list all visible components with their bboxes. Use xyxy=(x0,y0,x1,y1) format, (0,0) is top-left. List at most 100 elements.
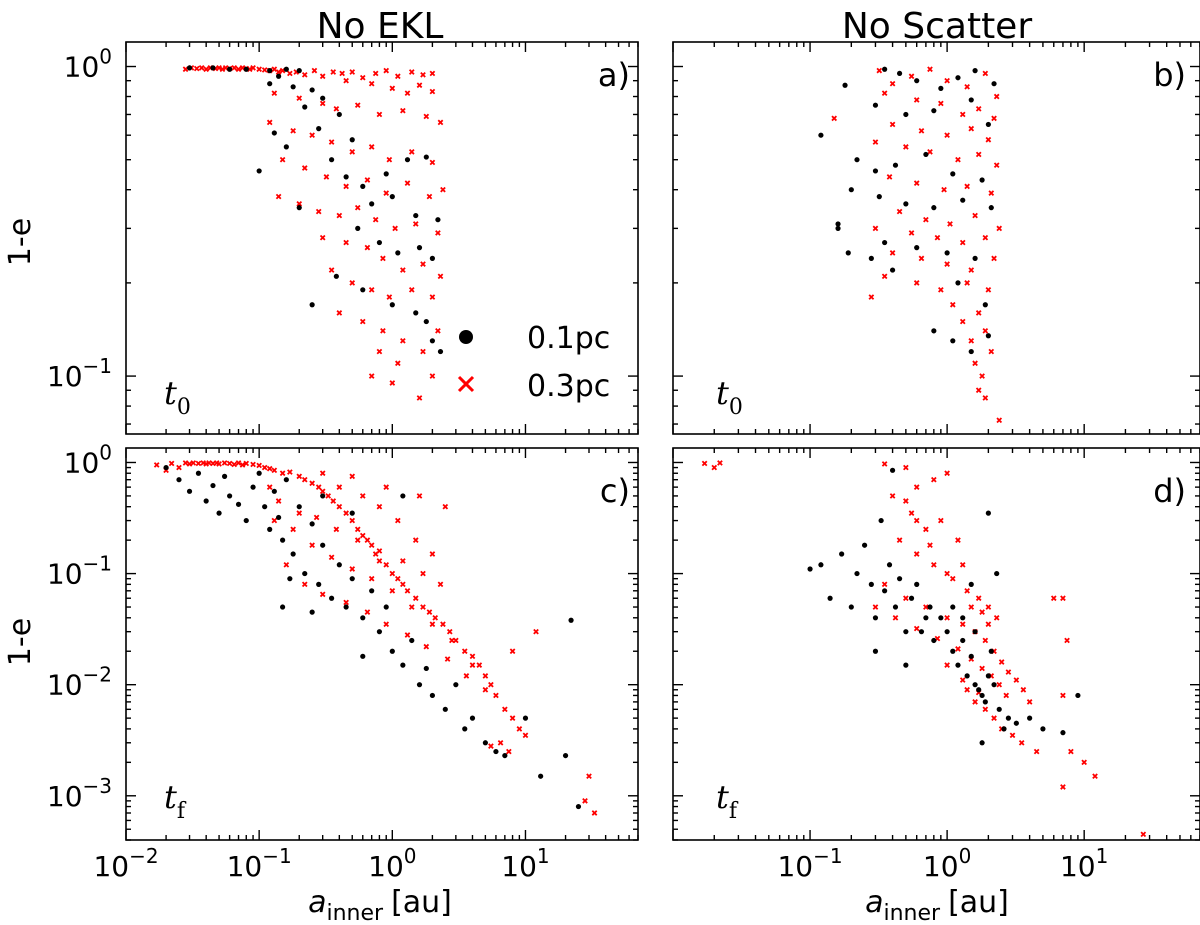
data-point-0.1pc xyxy=(267,81,273,87)
panel-a-time-label: t0 xyxy=(164,374,191,420)
data-point-0.1pc xyxy=(892,162,899,168)
panel-d-frame xyxy=(672,447,1200,841)
data-point-0.3pc xyxy=(256,462,262,469)
data-point-0.1pc xyxy=(423,318,429,325)
data-point-0.3pc xyxy=(831,115,838,122)
data-point-0.3pc xyxy=(437,273,444,280)
data-point-0.1pc xyxy=(878,517,884,524)
data-point-0.3pc xyxy=(1005,669,1012,675)
data-point-0.1pc xyxy=(429,338,435,344)
data-point-0.1pc xyxy=(848,187,854,193)
tick-exponent: −2 xyxy=(83,663,112,687)
data-point-0.3pc xyxy=(941,186,947,193)
data-point-0.1pc xyxy=(854,157,860,163)
data-point-0.3pc xyxy=(432,614,439,621)
tick-base: 10 xyxy=(368,850,404,883)
data-point-0.3pc xyxy=(359,318,366,325)
data-point-0.3pc xyxy=(913,97,920,103)
data-point-0.3pc xyxy=(198,65,205,71)
data-point-0.3pc xyxy=(892,614,899,621)
data-point-0.3pc xyxy=(947,221,953,227)
data-point-0.3pc xyxy=(918,127,925,134)
data-point-0.3pc xyxy=(876,67,883,74)
data-point-0.3pc xyxy=(368,80,375,87)
data-point-0.3pc xyxy=(311,67,318,74)
tick-exponent: 0 xyxy=(99,45,112,69)
data-point-0.3pc xyxy=(290,127,296,134)
data-point-0.3pc xyxy=(955,156,961,163)
data-point-0.1pc xyxy=(302,570,308,577)
data-point-0.3pc xyxy=(319,234,326,241)
data-point-0.1pc xyxy=(944,250,950,256)
data-point-0.1pc xyxy=(163,464,169,471)
panel-a-time-base: t xyxy=(164,374,177,412)
data-point-0.3pc xyxy=(903,595,909,602)
data-point-0.3pc xyxy=(429,70,436,77)
data-point-0.1pc xyxy=(329,157,335,163)
data-point-0.3pc xyxy=(404,632,411,638)
panel-d-tick-labels: 10−1 100 101 xyxy=(777,844,1108,883)
data-point-0.3pc xyxy=(420,71,426,78)
data-point-0.1pc xyxy=(972,629,978,635)
data-point-0.3pc xyxy=(368,144,375,150)
data-point-0.1pc xyxy=(892,604,899,610)
data-point-0.3pc xyxy=(416,493,423,499)
data-point-0.1pc xyxy=(416,682,423,688)
data-point-0.1pc xyxy=(914,581,920,587)
data-point-0.3pc xyxy=(923,604,929,610)
data-point-0.3pc xyxy=(505,748,512,755)
legend-label-0.3pc: 0.3pc xyxy=(527,369,610,404)
data-point-0.3pc xyxy=(442,503,449,510)
data-point-0.1pc xyxy=(195,470,202,476)
data-point-0.1pc xyxy=(896,576,903,582)
data-point-0.3pc xyxy=(944,662,950,668)
data-point-0.1pc xyxy=(243,66,249,72)
data-point-0.3pc xyxy=(533,628,539,635)
data-point-0.1pc xyxy=(416,245,423,251)
data-point-0.3pc xyxy=(330,69,337,75)
data-point-0.3pc xyxy=(261,67,268,73)
data-point-0.3pc xyxy=(982,328,989,334)
tick-base: 10 xyxy=(64,51,100,84)
data-point-0.3pc xyxy=(319,100,326,107)
data-point-0.3pc xyxy=(283,561,290,568)
data-point-0.1pc xyxy=(868,255,874,261)
data-point-0.1pc xyxy=(343,604,349,610)
data-point-0.3pc xyxy=(982,395,989,401)
data-point-0.3pc xyxy=(913,180,920,186)
data-point-0.3pc xyxy=(266,119,273,126)
data-point-0.3pc xyxy=(908,73,915,80)
data-point-0.1pc xyxy=(818,132,824,138)
data-point-0.1pc xyxy=(931,205,937,211)
data-point-0.3pc xyxy=(975,387,982,394)
data-point-0.1pc xyxy=(1060,730,1066,736)
data-point-0.3pc xyxy=(440,186,446,193)
data-point-0.3pc xyxy=(975,105,982,112)
data-point-0.3pc xyxy=(394,360,401,367)
data-point-0.1pc xyxy=(985,673,991,679)
data-point-0.3pc xyxy=(380,328,386,334)
data-point-0.1pc xyxy=(435,217,441,223)
data-point-0.3pc xyxy=(368,542,375,549)
data-point-0.3pc xyxy=(359,74,366,81)
column-title-no-scatter: No Scatter xyxy=(842,6,1032,47)
data-point-0.3pc xyxy=(1092,773,1098,780)
data-point-0.3pc xyxy=(376,111,383,118)
data-point-0.1pc xyxy=(383,171,389,177)
data-point-0.3pc xyxy=(349,517,356,524)
tick-exponent: −1 xyxy=(83,354,112,378)
x-axis-label-right: ainner [au] xyxy=(865,885,1009,925)
data-point-0.1pc xyxy=(927,604,933,610)
data-point-0.3pc xyxy=(429,373,436,379)
data-point-0.1pc xyxy=(918,629,925,635)
panel-b-time-base: t xyxy=(716,374,729,412)
data-point-0.3pc xyxy=(435,328,441,334)
data-point-0.1pc xyxy=(882,66,888,72)
data-point-0.1pc xyxy=(996,706,1002,712)
data-point-0.3pc xyxy=(354,526,361,533)
data-point-0.1pc xyxy=(950,648,956,654)
data-point-0.3pc xyxy=(469,653,476,660)
data-point-0.3pc xyxy=(256,66,262,73)
data-point-0.1pc xyxy=(991,81,997,87)
